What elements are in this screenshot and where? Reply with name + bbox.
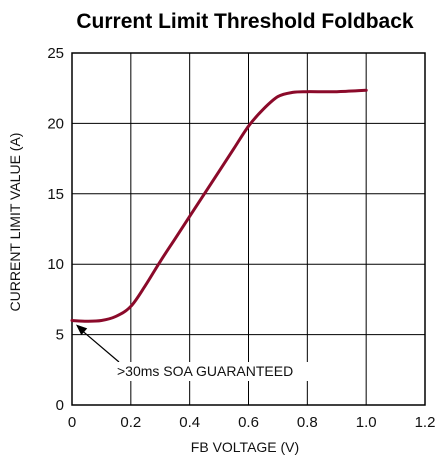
plot-frame <box>71 52 426 406</box>
x-tick-label: 0.2 <box>120 414 141 431</box>
x-tick-label: 0.6 <box>238 414 259 431</box>
chart-title: Current Limit Threshold Foldback <box>76 10 414 33</box>
y-tick-label: 15 <box>47 186 64 203</box>
x-tick-labels: 0 0.2 0.4 0.6 0.8 1.0 1.2 <box>68 414 436 431</box>
annotation-leader-line <box>81 330 120 363</box>
x-tick-label: 0 <box>68 414 76 431</box>
x-tick-label: 0.8 <box>297 414 318 431</box>
y-tick-label: 5 <box>56 327 64 344</box>
annotation: >30ms SOA GUARANTEED <box>76 324 320 381</box>
annotation-background <box>114 362 320 381</box>
y-tick-label: 0 <box>56 397 64 414</box>
x-tick-label: 0.4 <box>179 414 200 431</box>
series-line <box>70 88 368 323</box>
grid <box>72 53 425 405</box>
annotation-arrowhead <box>76 324 88 336</box>
y-tick-label: 25 <box>47 45 64 62</box>
x-tick-label: 1.0 <box>356 414 377 431</box>
y-tick-label: 20 <box>47 115 64 132</box>
x-axis-label: FB VOLTAGE (V) <box>191 439 299 455</box>
y-tick-label: 10 <box>47 256 64 273</box>
x-tick-label: 1.2 <box>415 414 436 431</box>
annotation-text: >30ms SOA GUARANTEED <box>117 363 293 379</box>
y-tick-labels: 0 5 10 15 20 25 <box>47 45 64 414</box>
y-axis-label: CURRENT LIMIT VALUE (A) <box>7 133 23 312</box>
